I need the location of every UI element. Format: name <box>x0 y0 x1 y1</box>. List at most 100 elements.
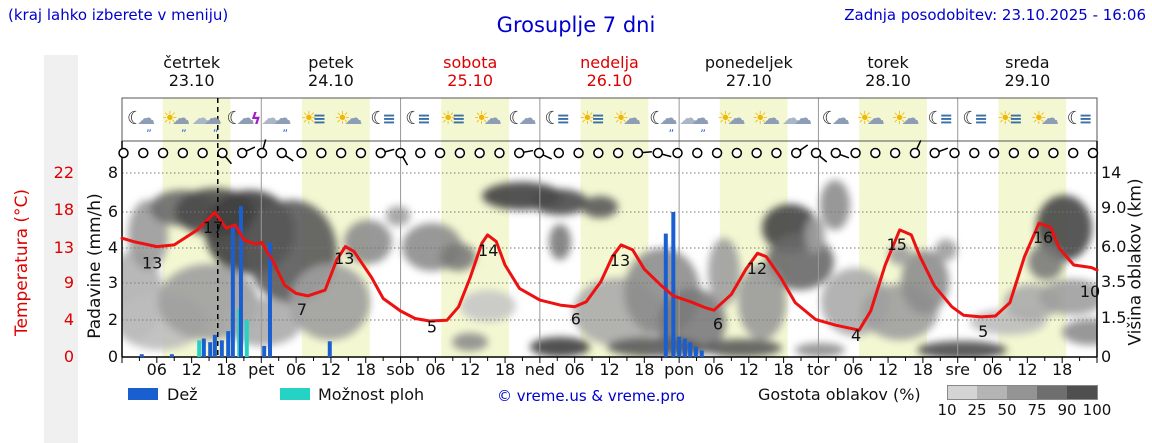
sun-cloud-icon: ☀☁ <box>1023 99 1067 139</box>
menu-hint: (kraj lahko izberete v meniju) <box>8 6 229 24</box>
last-update: Zadnja posodobitev: 23.10.2025 - 16:06 <box>844 6 1146 24</box>
rain-bar <box>219 340 224 357</box>
wind-circle <box>217 147 228 159</box>
fog-glyph: ≡ <box>556 109 571 128</box>
temperature-value-label: 14 <box>478 241 498 260</box>
temperature-value-label: 12 <box>747 259 767 278</box>
temperature-value-label: 17 <box>203 218 223 237</box>
wind-circle <box>395 147 406 159</box>
precip-tick: 2 <box>107 310 118 329</box>
rain-bar <box>327 341 332 357</box>
temperature-value-label: 5 <box>978 322 988 341</box>
wind-circle <box>929 147 940 159</box>
temperature-value-label: 10 <box>1080 282 1100 301</box>
moon-glyph: ☾ <box>226 108 243 129</box>
sun-glyph: ☀ <box>717 108 734 129</box>
fog-glyph: ≡ <box>591 109 605 128</box>
colorbar-value: 90 <box>1057 401 1077 419</box>
shower-legend-swatch <box>280 388 310 400</box>
wind-circle <box>711 147 723 159</box>
rain-legend-label: Dež <box>167 385 198 404</box>
copyright-link[interactable]: © vreme.us & vreme.pro <box>497 387 685 405</box>
wind-circle <box>335 147 347 159</box>
x-axis-label: 12 <box>877 360 899 379</box>
wind-circle <box>909 147 921 159</box>
wind-circle <box>355 147 367 159</box>
moon-cloud-icon: ☾☁ <box>814 99 858 139</box>
cloud-glyph: ☁ <box>236 108 255 129</box>
colorbar-segment <box>1037 385 1068 400</box>
cloud-height-tick: 6.0 <box>1101 237 1127 256</box>
cloud2-glyph: ☁ <box>191 108 210 129</box>
x-axis-label: 12 <box>738 360 759 379</box>
wind-circle <box>415 147 426 159</box>
wind-circle <box>1087 147 1099 159</box>
sun-glyph: ☀ <box>579 108 596 129</box>
moon-fog-icon: ☾≡ <box>396 99 440 139</box>
cloud-glyph: ☁ <box>901 108 920 129</box>
moon-fog-icon: ☾≡ <box>361 99 405 139</box>
wind-circle <box>177 147 189 159</box>
moon-glyph: ☾ <box>508 108 525 129</box>
temp-tick: 9 <box>63 273 74 292</box>
rain-bar <box>230 224 235 357</box>
wind-circle <box>454 147 466 159</box>
colorbar-segment <box>947 385 979 400</box>
moon-glyph: ☾ <box>821 108 838 129</box>
sun-glyph: ☀ <box>612 108 629 129</box>
cloud-glyph: ☁ <box>203 108 222 129</box>
shower-legend-label: Možnost ploh <box>318 385 425 404</box>
temperature-value-label: 5 <box>427 318 437 337</box>
fog-glyph: ≡ <box>452 109 466 128</box>
rain-bar <box>688 342 693 357</box>
cloud-height-tick: 3.5 <box>1101 272 1127 291</box>
cloud-icon: ☁☁ <box>779 99 823 139</box>
wind-circle <box>969 147 980 159</box>
wind-circle <box>533 147 545 159</box>
rain-glyph: „ <box>700 121 706 134</box>
day-date: 28.10 <box>865 71 911 90</box>
storm-glyph: ϟ <box>250 109 262 128</box>
cloud-glyph: ☁ <box>866 108 885 129</box>
wind-circle <box>296 147 307 159</box>
rain-bar <box>226 331 231 357</box>
rain-bar <box>212 334 217 357</box>
wind-circle <box>889 147 901 159</box>
wind-circle <box>612 147 624 159</box>
cloud-glyph: ☁ <box>483 108 502 129</box>
sun-glyph: ☀ <box>997 108 1014 129</box>
left-axis-strip <box>44 55 78 443</box>
wind-circle <box>573 147 584 159</box>
moon-glyph: ☾ <box>405 108 422 129</box>
sun-glyph: ☀ <box>300 108 317 129</box>
day-name: nedelja <box>580 53 639 72</box>
icon-row-box <box>121 97 1098 142</box>
colorbar-segment <box>977 385 1008 400</box>
x-axis-label: 06 <box>843 360 864 379</box>
day-date: 25.10 <box>447 71 494 90</box>
page-title: Grosuplje 7 dni <box>496 13 656 37</box>
moon-storm-icon: ☾☁ϟ <box>222 99 266 139</box>
x-axis-label: sre <box>945 360 970 379</box>
fog-glyph: ≡ <box>974 109 988 128</box>
fog-glyph: ≡ <box>1009 109 1023 128</box>
sun-glyph: ☀ <box>161 108 178 129</box>
colorbar-value: 50 <box>997 401 1017 419</box>
x-axis-label: 18 <box>773 360 794 379</box>
cloud-glyph: ☁ <box>171 108 190 129</box>
day-date: 26.10 <box>586 71 633 90</box>
wind-circle <box>593 147 604 159</box>
fog-glyph: ≡ <box>312 109 327 128</box>
x-axis-label: 18 <box>494 360 516 379</box>
rain-bar <box>238 206 243 357</box>
wind-circle <box>236 147 248 159</box>
cloud-glyph: ☁ <box>691 108 710 129</box>
precip-tick: 6 <box>107 202 118 221</box>
x-axis-label: 06 <box>703 360 725 379</box>
cloud2-glyph: ☁ <box>261 108 280 129</box>
x-axis-label: 18 <box>355 360 376 379</box>
wind-circle <box>751 147 762 159</box>
moon-glyph: ☾ <box>1066 108 1083 129</box>
x-axis-label: sob <box>386 360 415 379</box>
fog-glyph: ≡ <box>939 109 954 128</box>
